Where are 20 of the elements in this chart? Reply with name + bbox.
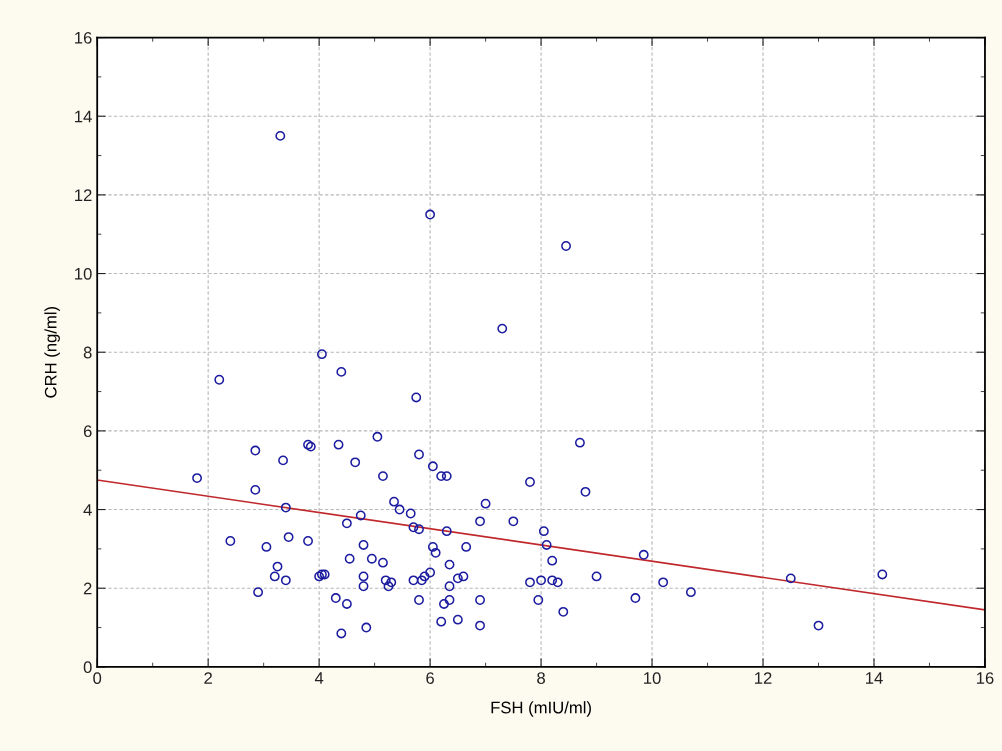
- y-tick-label: 12: [75, 189, 92, 201]
- y-tick-label: 16: [75, 31, 92, 44]
- x-tick-label: 14: [866, 672, 883, 684]
- x-tick-label: 8: [537, 672, 545, 684]
- y-tick-label: 6: [83, 425, 92, 438]
- x-tick-label: 0: [93, 672, 102, 684]
- y-tick-label: 8: [83, 346, 92, 359]
- x-tick-label: 2: [204, 672, 212, 684]
- y-tick-label: 0: [83, 661, 92, 674]
- x-tick-label: 16: [976, 672, 994, 684]
- y-tick-label: 4: [83, 504, 92, 516]
- y-tick-label: 2: [83, 582, 92, 595]
- y-tick-label: 10: [75, 267, 92, 280]
- y-tick-label: 14: [75, 110, 92, 123]
- x-tick-label: 12: [755, 672, 772, 684]
- y-axis-title: CRH (ng/ml): [44, 306, 60, 398]
- x-tick-label: 4: [314, 672, 324, 684]
- x-tick-label: 10: [644, 672, 661, 684]
- x-tick-label: 6: [426, 672, 435, 684]
- x-axis-title: FSH (mIU/ml): [491, 701, 591, 717]
